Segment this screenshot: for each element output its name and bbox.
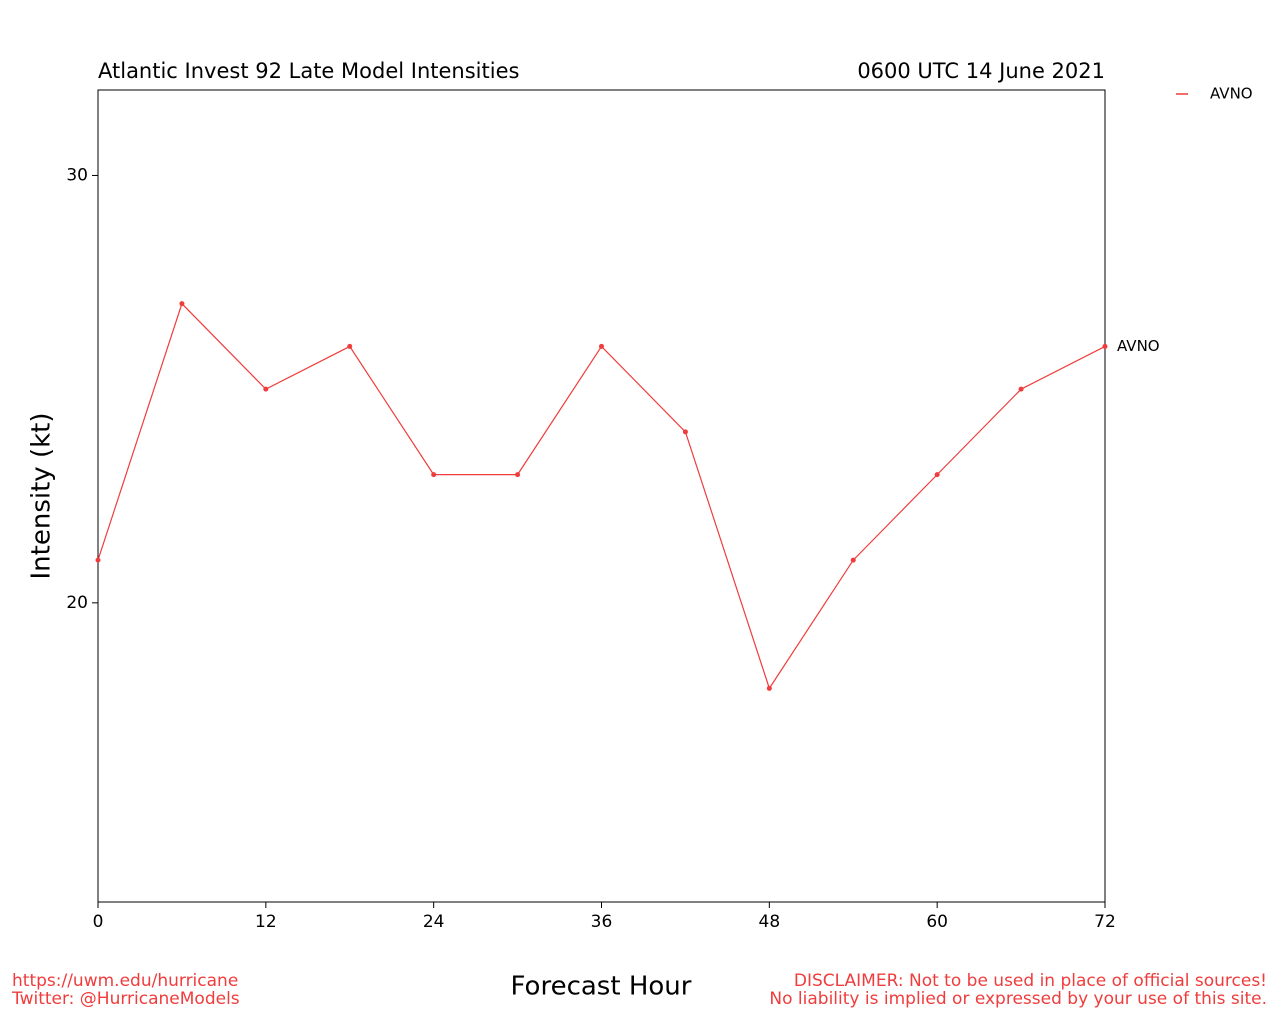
x-tick-label: 12	[255, 912, 277, 932]
data-point	[766, 685, 772, 691]
chart-subtitle: 0600 UTC 14 June 2021	[857, 59, 1105, 83]
x-axis-label: Forecast Hour	[511, 972, 692, 1002]
data-point	[599, 343, 604, 349]
data-point	[934, 472, 940, 478]
series-end-label: AVNO	[1117, 337, 1160, 355]
y-axis-label: Intensity (kt)	[27, 413, 57, 580]
x-tick-label: 36	[591, 912, 613, 932]
data-point	[1102, 343, 1108, 349]
data-point	[95, 557, 101, 563]
plot-frame	[97, 89, 1106, 903]
footer-left: https://uwm.edu/hurricane	[12, 971, 238, 991]
x-tick-label: 0	[93, 912, 104, 932]
x-tick-label: 48	[759, 912, 781, 932]
footer-right: No liability is implied or expressed by …	[769, 989, 1267, 1009]
chart-title: Atlantic Invest 92 Late Model Intensitie…	[98, 59, 519, 83]
data-point	[179, 301, 185, 307]
data-point	[682, 429, 688, 435]
data-point	[1018, 386, 1024, 392]
footer-left: Twitter: @HurricaneModels	[11, 989, 240, 1009]
y-tick-label: 20	[66, 593, 88, 613]
series-line	[97, 302, 1106, 690]
footer-right: DISCLAIMER: Not to be used in place of o…	[794, 971, 1267, 991]
data-point	[431, 472, 437, 478]
data-point	[263, 386, 269, 392]
data-point	[347, 343, 353, 349]
legend-label: AVNO	[1210, 85, 1253, 103]
x-tick-label: 24	[423, 912, 445, 932]
data-point	[850, 557, 856, 563]
y-tick-label: 30	[66, 165, 88, 185]
x-tick-label: 72	[1094, 912, 1116, 932]
x-tick-label: 60	[926, 912, 948, 932]
data-point	[515, 472, 521, 478]
